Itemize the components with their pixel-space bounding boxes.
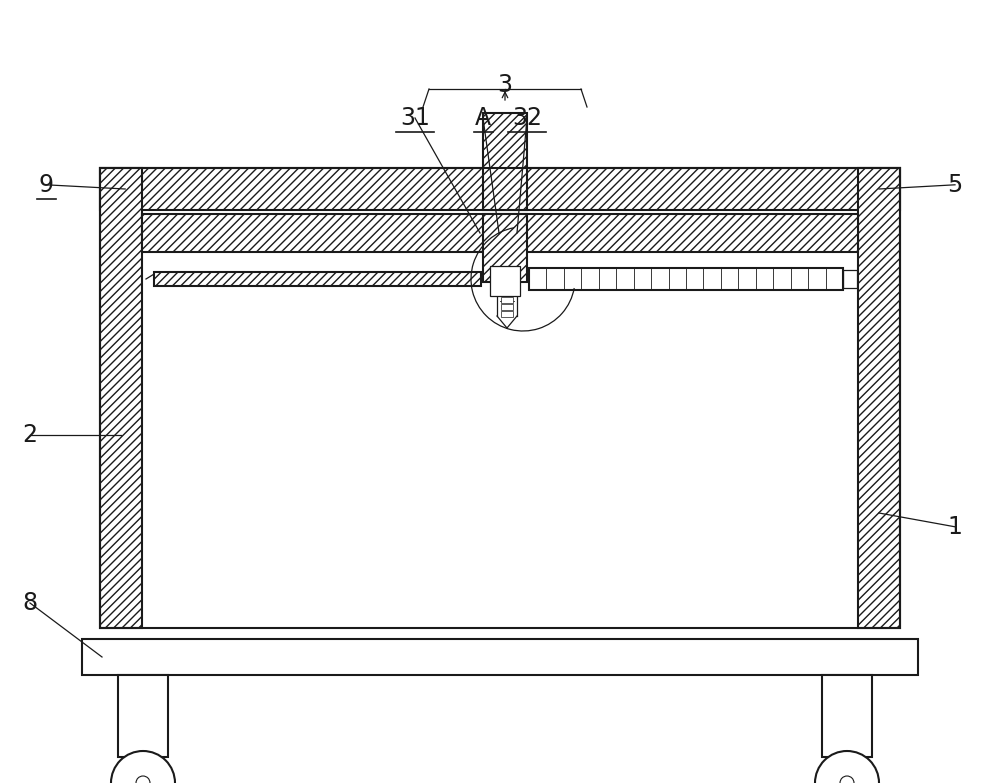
Bar xyxy=(843,270,857,288)
Text: 1: 1 xyxy=(948,514,962,539)
Text: 8: 8 xyxy=(22,591,38,615)
Bar xyxy=(529,268,843,290)
Bar xyxy=(142,214,858,252)
Bar xyxy=(118,675,168,757)
Text: 31: 31 xyxy=(400,106,430,130)
Text: 3: 3 xyxy=(498,73,512,97)
Text: 5: 5 xyxy=(947,173,963,197)
Circle shape xyxy=(840,776,854,783)
Bar xyxy=(858,168,900,628)
Bar xyxy=(490,266,520,296)
Circle shape xyxy=(111,751,175,783)
Bar xyxy=(100,168,142,628)
Bar xyxy=(483,113,527,210)
Bar xyxy=(100,168,900,628)
Bar xyxy=(501,304,513,310)
Text: 32: 32 xyxy=(512,106,542,130)
Bar xyxy=(82,639,918,675)
Circle shape xyxy=(815,751,879,783)
Bar xyxy=(822,675,872,757)
Circle shape xyxy=(136,776,150,783)
Bar xyxy=(100,168,900,210)
Bar xyxy=(501,297,513,303)
Bar xyxy=(154,272,481,286)
Text: 9: 9 xyxy=(38,173,54,197)
Text: 2: 2 xyxy=(22,423,38,447)
Text: A: A xyxy=(475,106,491,130)
Bar xyxy=(483,214,527,282)
Bar xyxy=(501,311,513,317)
